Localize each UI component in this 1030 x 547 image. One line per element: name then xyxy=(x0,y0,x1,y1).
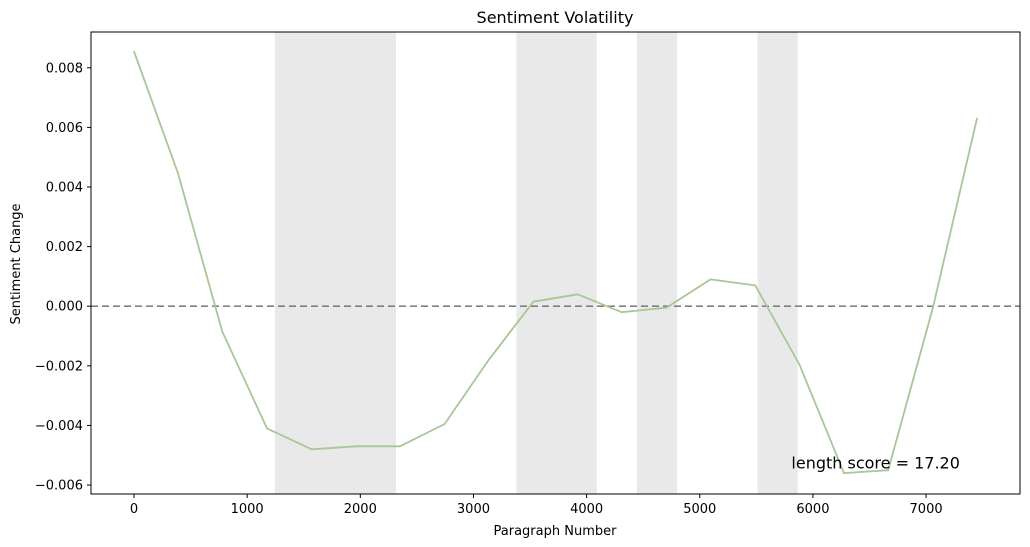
data-point xyxy=(931,306,934,309)
data-point xyxy=(709,278,712,281)
y-tick-label: 0.006 xyxy=(46,121,83,136)
data-point xyxy=(310,448,313,451)
y-tick-label: 0.004 xyxy=(46,180,83,195)
x-tick-label: 3000 xyxy=(457,502,490,517)
data-point xyxy=(354,445,357,448)
shaded-region-6 xyxy=(636,32,678,494)
x-tick-label: 4000 xyxy=(570,502,603,517)
data-point xyxy=(887,469,890,472)
data-point xyxy=(620,311,623,314)
x-tick-label: 0 xyxy=(130,502,138,517)
data-point xyxy=(443,423,446,425)
shaded-region-7 xyxy=(757,32,798,494)
x-tick-label: 5000 xyxy=(683,502,716,517)
shaded-region-2 xyxy=(315,32,356,494)
shaded-regions xyxy=(274,32,798,494)
y-tick-label: 0.002 xyxy=(46,240,83,255)
data-point xyxy=(221,330,224,333)
x-tick-label: 6000 xyxy=(796,502,829,517)
y-tick-label: −0.004 xyxy=(35,419,83,434)
data-point xyxy=(576,293,579,296)
y-tick-label: −0.002 xyxy=(35,359,83,374)
data-point xyxy=(399,445,401,448)
x-tick-label: 2000 xyxy=(344,502,377,517)
data-point xyxy=(487,358,490,361)
y-tick-label: 0.008 xyxy=(46,61,83,76)
chart-title: Sentiment Volatility xyxy=(477,8,634,27)
data-point xyxy=(532,300,535,303)
data-point xyxy=(754,284,757,287)
x-tick-label: 7000 xyxy=(910,502,943,517)
shaded-region-5 xyxy=(556,32,597,494)
series-line-1 xyxy=(133,51,978,475)
y-axis-label: Sentiment Change xyxy=(9,203,24,324)
data-point xyxy=(843,472,845,475)
data-point xyxy=(177,172,180,175)
data-point xyxy=(665,306,668,309)
y-tick-label: −0.006 xyxy=(35,479,83,494)
shaded-region-4 xyxy=(516,32,557,494)
shaded-region-3 xyxy=(355,32,396,494)
y-tick-label: 0.000 xyxy=(46,300,83,315)
x-axis-label: Paragraph Number xyxy=(494,524,618,539)
data-point xyxy=(133,50,135,53)
data-point xyxy=(266,427,268,430)
plot-frame xyxy=(90,31,1021,495)
length-score-annotation: length score = 17.20 xyxy=(791,454,959,473)
shaded-region-1 xyxy=(274,32,316,494)
series-group xyxy=(133,50,978,475)
data-point xyxy=(798,363,801,366)
x-tick-label: 1000 xyxy=(231,502,264,517)
y-axis-ticks: −0.006 −0.004 −0.002 0.000 0.002 0.004 0.006 0.… xyxy=(35,61,91,494)
data-point xyxy=(976,117,978,120)
x-axis-ticks: 0 1000 2000 3000 4000 5000 6000 7000 xyxy=(130,494,943,517)
